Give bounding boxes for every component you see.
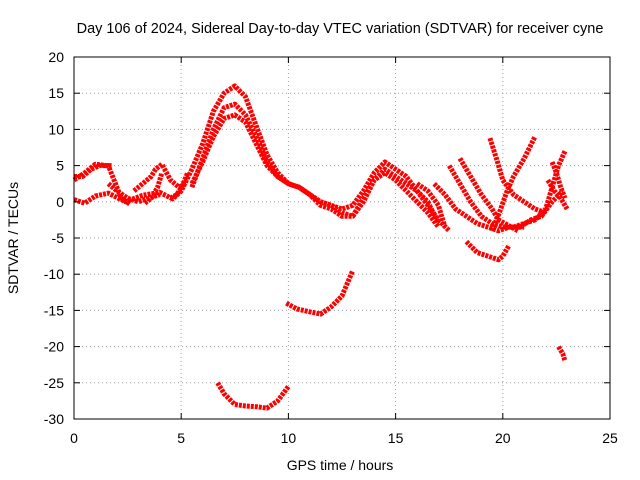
series-track-j: [285, 269, 356, 317]
x-tick-label: 10: [281, 430, 297, 446]
series-track-k: [215, 381, 291, 411]
series-track-m: [432, 181, 565, 234]
x-tick-label: 5: [177, 430, 185, 446]
series-track-e: [74, 163, 132, 207]
series-track-v: [556, 345, 568, 362]
series-track-t: [549, 161, 568, 200]
series-track-r: [487, 137, 547, 216]
x-axis-label: GPS time / hours: [287, 457, 394, 473]
series-track-g: [132, 161, 187, 193]
y-tick-label: 15: [48, 85, 64, 101]
y-axis-label: SDTVAR / TECUs: [5, 182, 21, 294]
series-track-c: [189, 112, 441, 229]
series-track-q: [489, 135, 538, 232]
x-tick-label: 0: [70, 430, 78, 446]
x-tick-label: 15: [388, 430, 404, 446]
series-track-l: [415, 181, 448, 228]
y-tick-label: 0: [56, 194, 64, 210]
series-track-i: [169, 171, 190, 201]
series-track-d: [72, 161, 113, 183]
axis-ticks: 0 5 10 15 20 25 -30 -25 -20 -15 -10 -5 0 5 10 15 20: [44, 49, 618, 446]
grid-lines: [74, 57, 610, 419]
y-tick-label: -20: [44, 339, 64, 355]
chart-title: Day 106 of 2024, Sidereal Day-to-day VTE…: [77, 21, 604, 37]
data-series: [72, 83, 570, 411]
y-tick-label: 10: [48, 121, 64, 137]
series-track-o: [457, 157, 520, 233]
x-tick-label: 20: [495, 430, 511, 446]
series-track-b: [189, 101, 451, 233]
x-tick-label: 25: [602, 430, 618, 446]
y-tick-label: -25: [44, 375, 64, 391]
series-track-h: [143, 172, 165, 206]
series-track-p: [464, 239, 512, 263]
y-tick-label: -15: [44, 302, 64, 318]
series-track-a: [73, 83, 441, 225]
y-tick-label: -10: [44, 266, 64, 282]
y-tick-label: 5: [56, 158, 64, 174]
series-track-n: [447, 164, 525, 230]
series-track-u: [545, 178, 570, 211]
y-tick-label: -30: [44, 411, 64, 427]
y-tick-label: -5: [52, 230, 65, 246]
series-track-s: [512, 150, 568, 230]
y-tick-label: 20: [48, 49, 64, 65]
